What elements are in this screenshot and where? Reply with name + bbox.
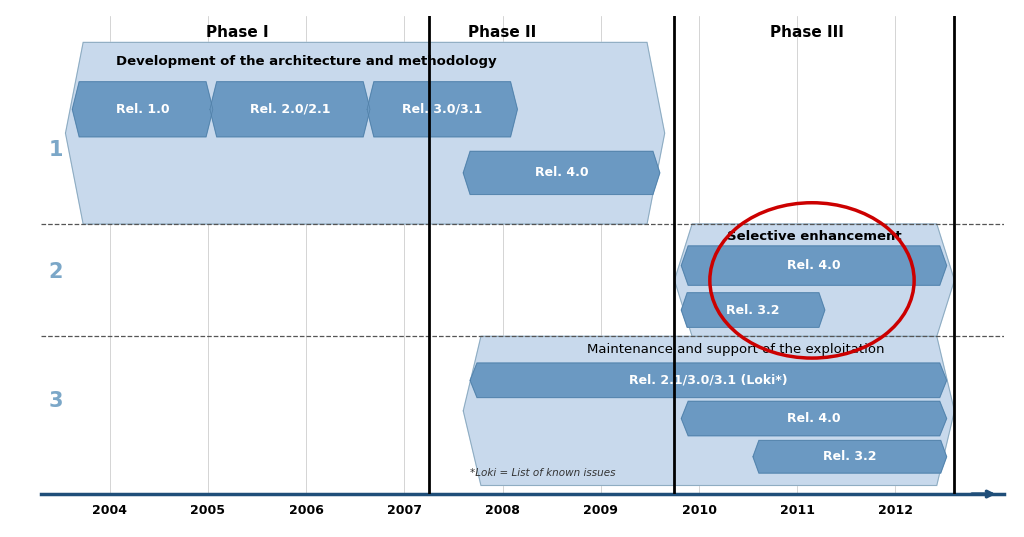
Text: 1: 1 <box>48 140 62 160</box>
Text: Maintenance and support of the exploitation: Maintenance and support of the exploitat… <box>587 343 884 356</box>
Text: Rel. 3.2: Rel. 3.2 <box>823 450 877 463</box>
Text: Rel. 2.1/3.0/3.1 (Loki*): Rel. 2.1/3.0/3.1 (Loki*) <box>629 374 787 387</box>
Polygon shape <box>681 401 946 436</box>
Text: Development of the architecture and methodology: Development of the architecture and meth… <box>116 55 497 68</box>
Text: Rel. 3.2: Rel. 3.2 <box>726 303 780 316</box>
Polygon shape <box>463 151 659 194</box>
Text: Phase III: Phase III <box>770 25 844 40</box>
Polygon shape <box>66 42 665 224</box>
Text: Rel. 3.0/3.1: Rel. 3.0/3.1 <box>402 103 482 116</box>
Polygon shape <box>681 246 946 285</box>
Text: Selective enhancement: Selective enhancement <box>727 230 901 243</box>
Polygon shape <box>367 82 517 137</box>
Polygon shape <box>73 82 213 137</box>
Text: Rel. 4.0: Rel. 4.0 <box>535 166 589 179</box>
Text: Rel. 2.0/2.1: Rel. 2.0/2.1 <box>250 103 330 116</box>
Polygon shape <box>675 224 954 336</box>
Polygon shape <box>681 293 824 327</box>
Text: Phase I: Phase I <box>206 25 268 40</box>
Polygon shape <box>210 82 370 137</box>
Text: Rel. 4.0: Rel. 4.0 <box>787 259 841 272</box>
Text: Rel. 4.0: Rel. 4.0 <box>787 412 841 425</box>
Polygon shape <box>753 440 946 473</box>
Text: 2: 2 <box>48 262 62 282</box>
Text: *Loki = List of known issues: *Loki = List of known issues <box>470 468 615 477</box>
Polygon shape <box>470 363 946 397</box>
Text: 3: 3 <box>48 391 62 411</box>
Text: Rel. 1.0: Rel. 1.0 <box>116 103 169 116</box>
Polygon shape <box>463 336 954 485</box>
Text: Phase II: Phase II <box>468 25 537 40</box>
